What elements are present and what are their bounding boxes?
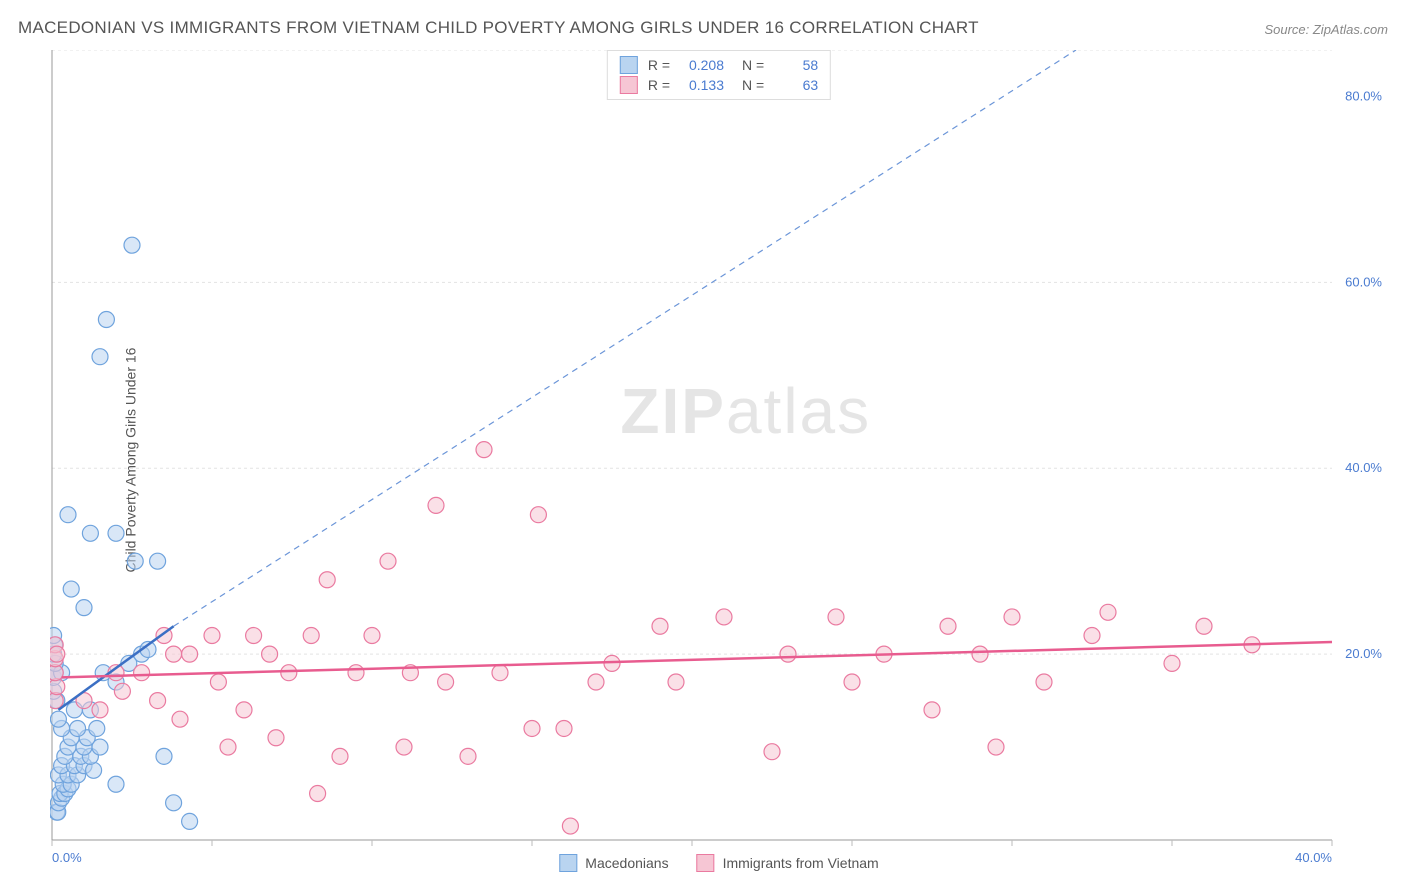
correlation-stats-box: R = 0.208 N = 58 R = 0.133 N = 63 <box>607 50 831 100</box>
swatch-series1 <box>620 56 638 74</box>
svg-text:80.0%: 80.0% <box>1345 88 1382 103</box>
legend-swatch-2 <box>697 854 715 872</box>
svg-text:40.0%: 40.0% <box>1345 460 1382 475</box>
legend-swatch-1 <box>559 854 577 872</box>
scatter-plot: 0.0% 40.0% 20.0% 40.0% 60.0% 80.0% <box>50 50 1388 870</box>
legend-label-2: Immigrants from Vietnam <box>723 855 879 871</box>
stats-row-series2: R = 0.133 N = 63 <box>620 75 818 95</box>
stat-r-value-1: 0.208 <box>680 57 724 73</box>
stat-n-label: N = <box>742 57 764 73</box>
stat-r-label: R = <box>648 57 670 73</box>
svg-text:60.0%: 60.0% <box>1345 274 1382 289</box>
legend-item-series2: Immigrants from Vietnam <box>697 854 879 872</box>
source-attribution: Source: ZipAtlas.com <box>1264 22 1388 37</box>
stat-n-value-1: 58 <box>774 57 818 73</box>
stat-n-value-2: 63 <box>774 77 818 93</box>
stat-n-label: N = <box>742 77 764 93</box>
legend-item-series1: Macedonians <box>559 854 668 872</box>
legend-label-1: Macedonians <box>585 855 668 871</box>
swatch-series2 <box>620 76 638 94</box>
bottom-legend: Macedonians Immigrants from Vietnam <box>559 854 878 872</box>
chart-title: MACEDONIAN VS IMMIGRANTS FROM VIETNAM CH… <box>18 18 979 38</box>
stat-r-value-2: 0.133 <box>680 77 724 93</box>
svg-text:20.0%: 20.0% <box>1345 646 1382 661</box>
stats-row-series1: R = 0.208 N = 58 <box>620 55 818 75</box>
svg-text:0.0%: 0.0% <box>52 850 82 865</box>
stat-r-label: R = <box>648 77 670 93</box>
chart-area: Child Poverty Among Girls Under 16 ZIPat… <box>50 50 1388 870</box>
svg-text:40.0%: 40.0% <box>1295 850 1332 865</box>
